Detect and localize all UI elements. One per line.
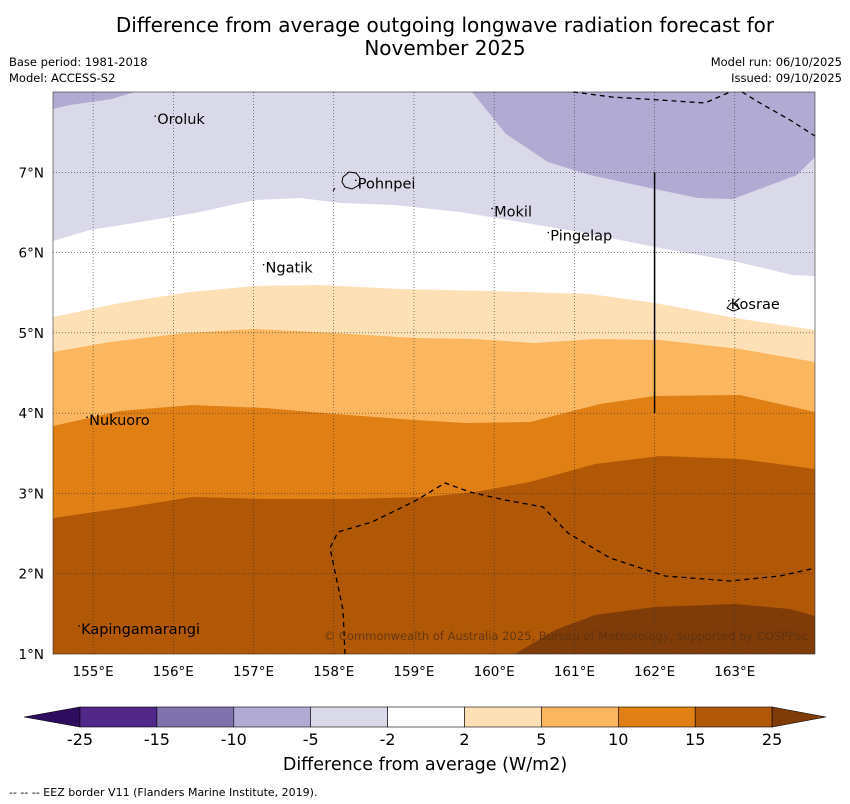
place-label: Mokil [494,204,532,220]
longitude-tick-label: 160°E [474,664,515,680]
longitude-tick-label: 161°E [554,664,595,680]
colorbar-segment [387,706,465,728]
eez-border-northeast [741,91,816,137]
colorbar-segment [694,706,773,728]
colorbar-tick-label: -2 [379,730,396,749]
place-marker [86,416,88,418]
colorbar-segment [541,706,619,728]
longitude-tick-label: 158°E [313,664,354,680]
eez-footnote: -- -- -- EEZ border V11 (Flanders Marine… [9,786,318,799]
model-run: Model run: 06/10/2025 [710,55,842,69]
longitude-tick-label: 159°E [393,664,434,680]
latitude-tick-label: 2°N [19,567,44,583]
colorbar-max-extension [771,706,827,728]
eez-border-south [329,482,816,655]
place-label: Pohnpei [358,176,416,192]
place-labels: Oroluk Pohnpei Mokil Pingelap Ngatik Kosrae Nu… [78,112,780,638]
colorbar-tick-label: 2 [459,730,470,749]
band-minus10-to-minus5-corner [53,92,135,109]
model-name: Model: ACCESS-S2 [9,71,116,85]
colorbar-min-extension [23,706,81,728]
colorbar-segment [156,706,235,728]
title-line-2: November 2025 [364,36,526,60]
island-outlines [332,171,740,312]
place-label: Pingelap [550,229,612,245]
longitude-tick-label: 157°E [233,664,274,680]
colorbar-segment [310,706,388,728]
pohnpei-island-outline [341,171,361,190]
place-marker [355,179,357,182]
colorbar-tick-label: -25 [66,730,94,749]
place-label: Oroluk [157,112,205,128]
place-marker [547,231,550,234]
colorbar-segment [79,706,158,728]
place-label: Ngatik [266,261,314,277]
place-marker [262,263,265,266]
colorbar-segment [233,706,312,728]
place-marker [727,299,730,302]
colorbar-tick-label: 25 [761,730,783,749]
longitude-tick-label: 163°E [714,664,755,680]
latitude-tick-label: 3°N [19,486,44,502]
kosrae-island-outline [726,302,740,312]
latitude-tick-label: 7°N [19,165,44,181]
band-15-to-25 [53,456,815,654]
longitude-tick-labels: 155°E 156°E 157°E 158°E 159°E 160°E 161°E 162°E… [73,664,756,680]
issued-date: Issued: 09/10/2025 [731,71,842,85]
chart-title: Difference from average outgoing longwav… [60,14,830,60]
latitude-tick-label: 6°N [19,246,44,262]
colorbar-tick-label: 10 [608,730,629,749]
colorbar-tick-label: -5 [302,730,319,749]
colorbar-tick-label: 5 [536,730,547,749]
plot-frame [52,91,816,655]
place-marker [78,625,80,627]
longitude-tick-label: 162°E [634,664,675,680]
colorbar-tick-label: -10 [220,730,247,749]
latitude-tick-label: 5°N [19,326,44,342]
place-label: Nukuoro [89,413,150,429]
colorbar-tick-label: -15 [143,730,170,749]
colorbar-segment [464,706,542,728]
latitude-tick-label: 1°N [19,647,44,663]
colorbar-segment [617,706,696,728]
place-label: Kosrae [731,297,780,313]
band-minus10-to-minus5 [472,92,815,199]
colorbar [23,706,827,728]
eez-borders [329,91,816,655]
band-above-25 [515,604,815,654]
place-marker [154,115,157,117]
title-line-1: Difference from average outgoing longwav… [115,13,775,37]
longitude-tick-label: 155°E [73,664,114,680]
atoll-marker [332,187,336,192]
latitude-tick-label: 4°N [19,406,44,422]
place-label: Kapingamarangi [81,622,200,638]
copyright-note: © Commonwealth of Australia 2025, Bureau… [324,629,808,643]
longitude-tick-label: 156°E [153,664,194,680]
base-period: Base period: 1981-2018 [9,55,148,69]
latitude-tick-labels: 1°N 2°N 3°N 4°N 5°N 6°N 7°N [19,165,44,663]
metadata-left: Base period: 1981-2018 Model: ACCESS-S2 [9,54,148,86]
colorbar-title: Difference from average (W/m2) [282,755,568,775]
metadata-right: Model run: 06/10/2025 Issued: 09/10/2025 [711,54,842,86]
place-marker [491,207,493,210]
anomaly-field [53,92,815,654]
colorbar-tick-label: 15 [685,730,706,749]
